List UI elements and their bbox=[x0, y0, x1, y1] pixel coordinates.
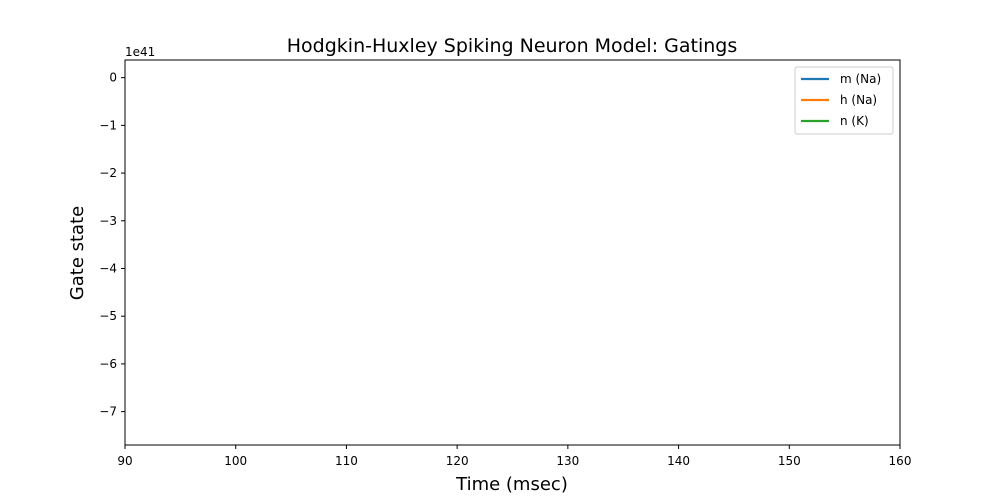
y-tick-label: −5 bbox=[99, 309, 117, 323]
chart-title: Hodgkin-Huxley Spiking Neuron Model: Gat… bbox=[287, 35, 738, 57]
legend-label-0: m (Na) bbox=[840, 72, 881, 86]
y-tick-label: −2 bbox=[99, 166, 117, 180]
y-axis-label: Gate state bbox=[67, 206, 88, 300]
legend-label-1: h (Na) bbox=[840, 93, 877, 107]
plot-area bbox=[124, 59, 901, 446]
x-axis-label: Time (msec) bbox=[455, 474, 568, 495]
y-axis-ticks: 0 −1 −2 −3 −4 −5 −6 −7 bbox=[99, 71, 125, 419]
x-tick-label: 90 bbox=[117, 454, 132, 468]
axes-frame bbox=[124, 59, 901, 446]
y-tick-label: −4 bbox=[99, 261, 117, 275]
legend-box bbox=[794, 66, 894, 135]
x-tick-label: 140 bbox=[667, 454, 690, 468]
x-tick-label: 110 bbox=[335, 454, 358, 468]
y-tick-label: 0 bbox=[109, 71, 117, 85]
y-tick-label: −7 bbox=[99, 405, 117, 419]
x-tick-label: 130 bbox=[556, 454, 579, 468]
y-tick-label: −1 bbox=[99, 118, 117, 132]
y-tick-label: −3 bbox=[99, 214, 117, 228]
legend-label-2: n (K) bbox=[840, 114, 869, 128]
y-tick-label: −6 bbox=[99, 357, 117, 371]
legend: m (Na) h (Na) n (K) bbox=[794, 66, 894, 135]
x-tick-label: 100 bbox=[224, 454, 247, 468]
x-axis-ticks: 90 100 110 120 130 140 150 160 bbox=[117, 445, 911, 468]
x-tick-label: 120 bbox=[446, 454, 469, 468]
y-offset-label: 1e41 bbox=[125, 45, 155, 59]
x-tick-label: 160 bbox=[889, 454, 912, 468]
x-tick-label: 150 bbox=[778, 454, 801, 468]
